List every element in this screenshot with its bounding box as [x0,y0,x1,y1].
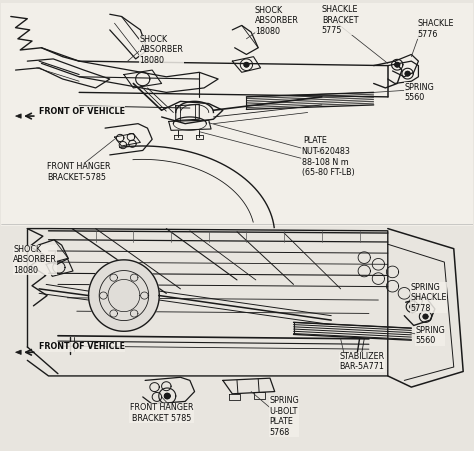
Text: FRONT OF VEHICLE: FRONT OF VEHICLE [39,342,125,351]
Polygon shape [244,63,249,67]
Text: SHACKLE
BRACKET
5775: SHACKLE BRACKET 5775 [322,5,358,35]
Text: FRONT HANGER
BRACKET 5785: FRONT HANGER BRACKET 5785 [130,403,193,423]
Text: SPRING
U-BOLT
PLATE
5768: SPRING U-BOLT PLATE 5768 [269,396,299,437]
Text: FRONT OF VEHICLE: FRONT OF VEHICLE [39,106,125,115]
Text: SPRING
5560: SPRING 5560 [404,83,434,102]
Polygon shape [16,114,21,118]
Polygon shape [405,71,410,76]
Text: SHACKLE
5776: SHACKLE 5776 [417,19,454,39]
Text: PLATE
5798: PLATE 5798 [303,136,327,156]
Text: SHOCK
ABSORBER
18080: SHOCK ABSORBER 18080 [139,35,183,65]
Text: SHOCK
ABSORBER
18080: SHOCK ABSORBER 18080 [255,6,299,36]
Text: SPRING
5560: SPRING 5560 [415,326,445,345]
Bar [1,3,473,226]
Text: STABILIZER
BAR-5A771: STABILIZER BAR-5A771 [340,352,385,371]
Text: SHOCK
ABSORBER
18080: SHOCK ABSORBER 18080 [13,245,57,275]
Polygon shape [89,260,159,331]
Polygon shape [423,314,428,319]
Polygon shape [164,393,170,399]
Polygon shape [395,63,400,67]
Text: NUT-620483
88-108 N m
(65-80 FT-LB): NUT-620483 88-108 N m (65-80 FT-LB) [301,147,354,177]
Polygon shape [410,304,415,309]
Text: FRONT HANGER
BRACKET-5785: FRONT HANGER BRACKET-5785 [47,162,110,182]
Polygon shape [16,350,21,354]
Text: SPRING
SHACKLE
5778: SPRING SHACKLE 5778 [410,283,447,313]
